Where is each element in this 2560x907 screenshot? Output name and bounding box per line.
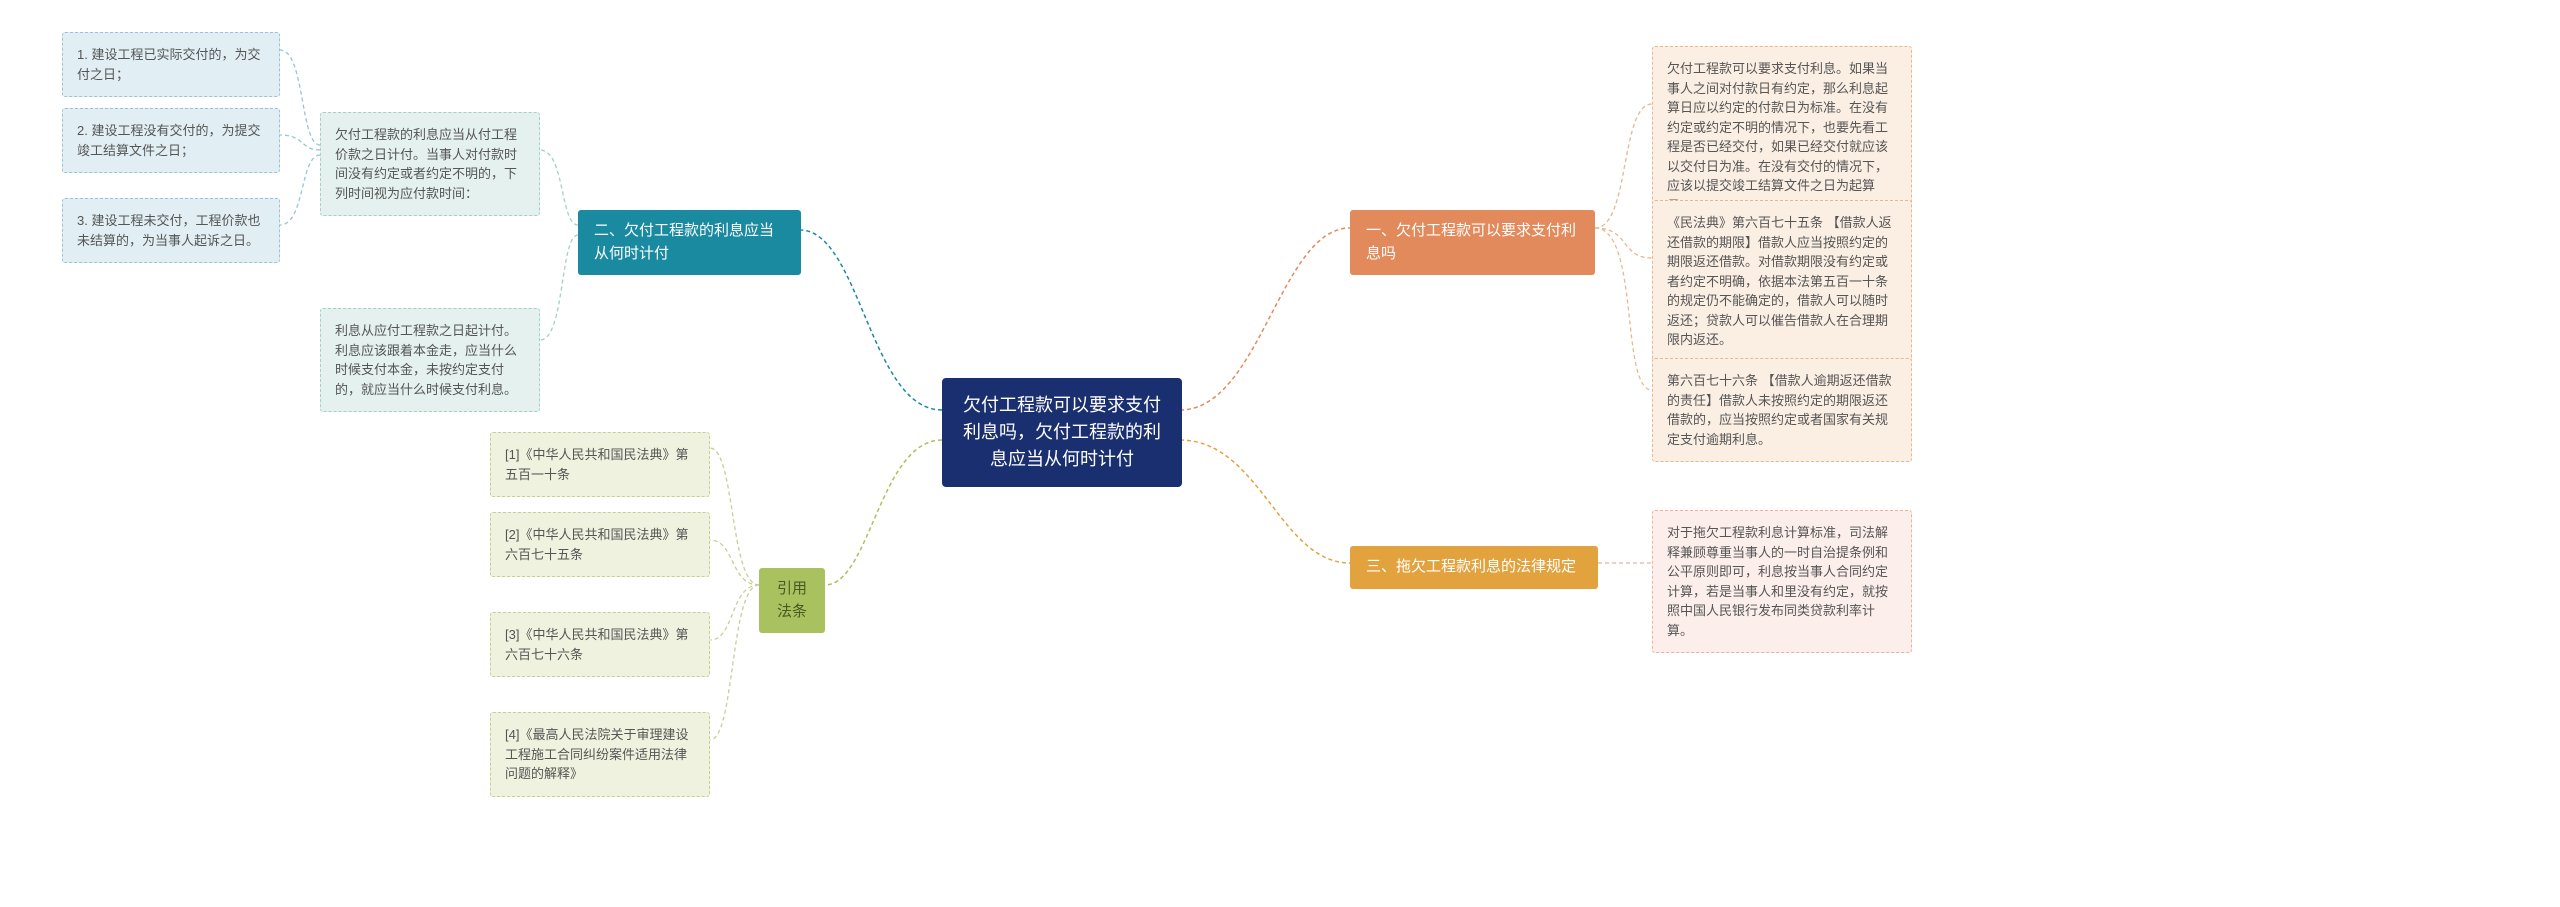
branch-three: 三、拖欠工程款利息的法律规定 xyxy=(1350,546,1598,589)
branch-cite: 引用法条 xyxy=(759,568,825,633)
leaf-sub1-2: 3. 建设工程未交付，工程价款也未结算的，为当事人起诉之日。 xyxy=(62,198,280,263)
leaf-b3-0: 对于拖欠工程款利息计算标准，司法解释兼顾尊重当事人的一时自治提条例和公平原则即可… xyxy=(1652,510,1912,653)
sub2-node: 利息从应付工程款之日起计付。利息应该跟着本金走，应当什么时候支付本金，未按约定支… xyxy=(320,308,540,412)
leaf-b4-2: [3]《中华人民共和国民法典》第六百七十六条 xyxy=(490,612,710,677)
leaf-b4-0: [1]《中华人民共和国民法典》第五百一十条 xyxy=(490,432,710,497)
leaf-b4-3: [4]《最高人民法院关于审理建设工程施工合同纠纷案件适用法律问题的解释》 xyxy=(490,712,710,797)
branch-two: 二、欠付工程款的利息应当从何时计付 xyxy=(578,210,801,275)
leaf-b1-1: 《民法典》第六百七十五条 【借款人返还借款的期限】借款人应当按照约定的期限返还借… xyxy=(1652,200,1912,363)
sub1-node: 欠付工程款的利息应当从付工程价款之日计付。当事人对付款时间没有约定或者约定不明的… xyxy=(320,112,540,216)
leaf-b1-2: 第六百七十六条 【借款人逾期返还借款的责任】借款人未按照约定的期限返还借款的，应… xyxy=(1652,358,1912,462)
root-node: 欠付工程款可以要求支付利息吗，欠付工程款的利息应当从何时计付 xyxy=(942,378,1182,487)
leaf-sub1-1: 2. 建设工程没有交付的，为提交竣工结算文件之日； xyxy=(62,108,280,173)
leaf-b4-1: [2]《中华人民共和国民法典》第六百七十五条 xyxy=(490,512,710,577)
branch-one: 一、欠付工程款可以要求支付利息吗 xyxy=(1350,210,1595,275)
leaf-sub1-0: 1. 建设工程已实际交付的，为交付之日； xyxy=(62,32,280,97)
